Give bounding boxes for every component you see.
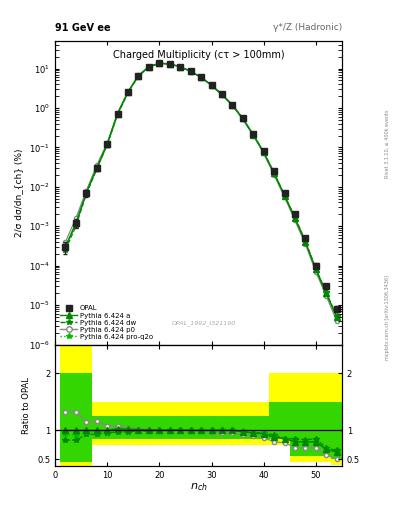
Text: γ*/Z (Hadronic): γ*/Z (Hadronic) [273, 23, 342, 32]
Text: 91 GeV ee: 91 GeV ee [55, 23, 111, 33]
Text: Charged Multiplicity (cτ > 100mm): Charged Multiplicity (cτ > 100mm) [113, 50, 284, 60]
Y-axis label: 2/σ dσ/dn_{ch} (%): 2/σ dσ/dn_{ch} (%) [15, 148, 24, 237]
Text: mcplots.cern.ch [arXiv:1306.3436]: mcplots.cern.ch [arXiv:1306.3436] [385, 275, 390, 360]
Legend: OPAL, Pythia 6.424 a, Pythia 6.424 dw, Pythia 6.424 p0, Pythia 6.424 pro-q2o: OPAL, Pythia 6.424 a, Pythia 6.424 dw, P… [59, 304, 154, 341]
Text: OPAL_1992_I321190: OPAL_1992_I321190 [172, 321, 236, 326]
Y-axis label: Ratio to OPAL: Ratio to OPAL [22, 377, 31, 434]
Text: Rivet 3.1.10, ≥ 400k events: Rivet 3.1.10, ≥ 400k events [385, 109, 390, 178]
X-axis label: $n_{ch}$: $n_{ch}$ [189, 481, 208, 493]
